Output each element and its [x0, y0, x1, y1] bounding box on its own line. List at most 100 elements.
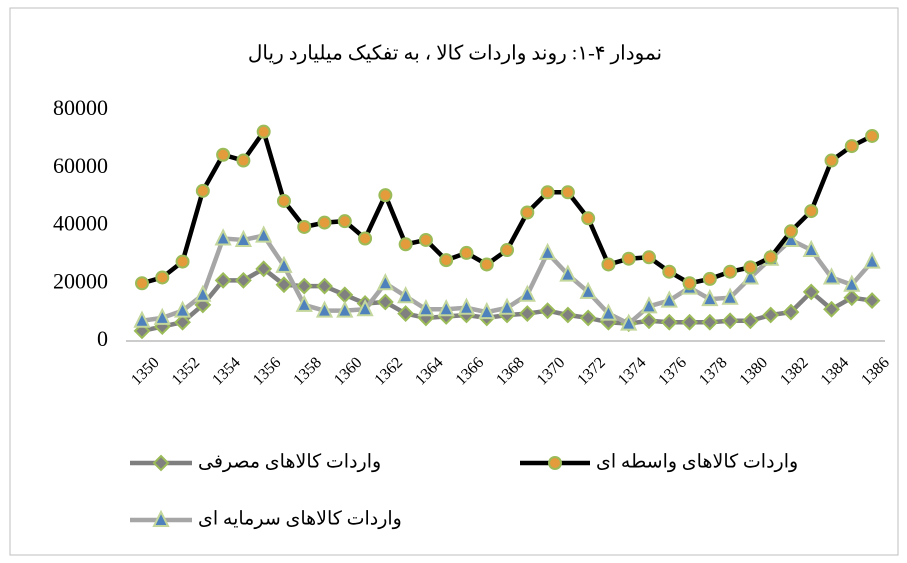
data-point	[540, 185, 555, 200]
data-point	[620, 313, 638, 331]
data-point	[275, 276, 293, 294]
data-point	[500, 243, 515, 258]
data-point	[843, 274, 861, 292]
data-point	[155, 270, 170, 285]
data-point	[376, 293, 394, 311]
data-point	[559, 306, 577, 324]
data-point	[376, 273, 394, 291]
legend-marker	[152, 509, 170, 527]
data-point	[214, 271, 232, 289]
data-point	[397, 305, 415, 322]
data-point	[560, 185, 575, 200]
data-point	[175, 254, 190, 269]
data-point	[195, 183, 210, 198]
data-point	[783, 224, 798, 239]
legend-marker	[152, 454, 170, 472]
data-point	[275, 255, 293, 273]
legend-label: واردات کالاهای سرمایه ای	[198, 508, 402, 529]
data-point	[135, 276, 149, 291]
data-point	[378, 188, 393, 203]
data-point	[437, 299, 455, 317]
data-point	[802, 283, 820, 301]
data-point	[439, 253, 454, 268]
data-point	[276, 193, 291, 208]
data-point	[236, 153, 251, 168]
data-point	[741, 312, 759, 330]
data-point	[479, 257, 494, 272]
data-point	[782, 303, 800, 321]
data-point	[255, 260, 273, 278]
chart-title: نمودار ۴-۱: روند واردات کالا ، به تفکیک …	[248, 43, 662, 65]
data-point	[863, 292, 881, 309]
data-point	[234, 229, 253, 247]
data-point	[579, 281, 597, 299]
legend-label: واردات کالاهای واسطه ای	[596, 451, 798, 472]
data-point	[459, 245, 474, 260]
data-point	[863, 251, 881, 269]
data-point	[640, 312, 658, 330]
y-tick-label: 60000	[53, 153, 108, 178]
data-point	[642, 250, 656, 265]
data-point	[336, 300, 354, 318]
data-point	[701, 313, 719, 331]
data-point	[417, 299, 435, 317]
data-point	[520, 205, 535, 220]
data-point	[843, 289, 861, 307]
y-tick-label: 0	[97, 326, 108, 351]
data-point	[621, 251, 636, 266]
legend-marker	[548, 456, 562, 470]
data-point	[173, 300, 192, 318]
data-point	[337, 214, 352, 229]
data-point	[762, 306, 780, 324]
data-point	[216, 147, 231, 162]
data-point	[601, 257, 616, 272]
data-point	[315, 300, 334, 318]
data-point	[356, 299, 374, 317]
data-point	[358, 231, 373, 246]
data-point	[518, 284, 536, 302]
data-point	[844, 139, 859, 154]
data-point	[478, 301, 496, 320]
data-point	[539, 302, 557, 320]
data-point	[865, 128, 880, 143]
data-point	[581, 211, 596, 226]
data-point	[397, 286, 415, 304]
data-point	[234, 271, 252, 289]
y-tick-label: 40000	[53, 211, 108, 236]
data-point	[498, 297, 516, 315]
data-point	[133, 310, 151, 328]
data-point	[701, 288, 719, 307]
data-point	[721, 312, 739, 330]
y-tick-label: 80000	[53, 95, 108, 120]
data-point	[681, 313, 698, 331]
data-point	[256, 124, 271, 139]
data-point	[518, 305, 536, 322]
data-point	[640, 296, 658, 314]
data-point	[702, 271, 717, 286]
data-point	[721, 287, 739, 305]
data-point	[538, 242, 557, 260]
data-point	[660, 313, 678, 331]
data-point	[682, 276, 697, 291]
data-point	[743, 260, 758, 275]
data-point	[763, 250, 778, 265]
data-point	[153, 307, 171, 325]
data-point	[802, 239, 820, 258]
data-point	[579, 309, 597, 327]
data-point	[823, 300, 840, 318]
data-point	[174, 313, 191, 331]
data-point	[804, 204, 819, 219]
data-point	[418, 232, 433, 247]
y-tick-label: 20000	[53, 268, 108, 293]
data-point	[255, 225, 273, 243]
legend-label: واردات کالاهای مصرفی	[198, 451, 381, 472]
data-point	[295, 294, 313, 312]
data-point	[398, 237, 413, 252]
data-point	[824, 153, 839, 168]
data-point	[194, 284, 212, 302]
data-point	[723, 264, 738, 279]
data-point	[316, 277, 333, 295]
data-point	[297, 219, 312, 234]
data-point	[559, 264, 577, 282]
